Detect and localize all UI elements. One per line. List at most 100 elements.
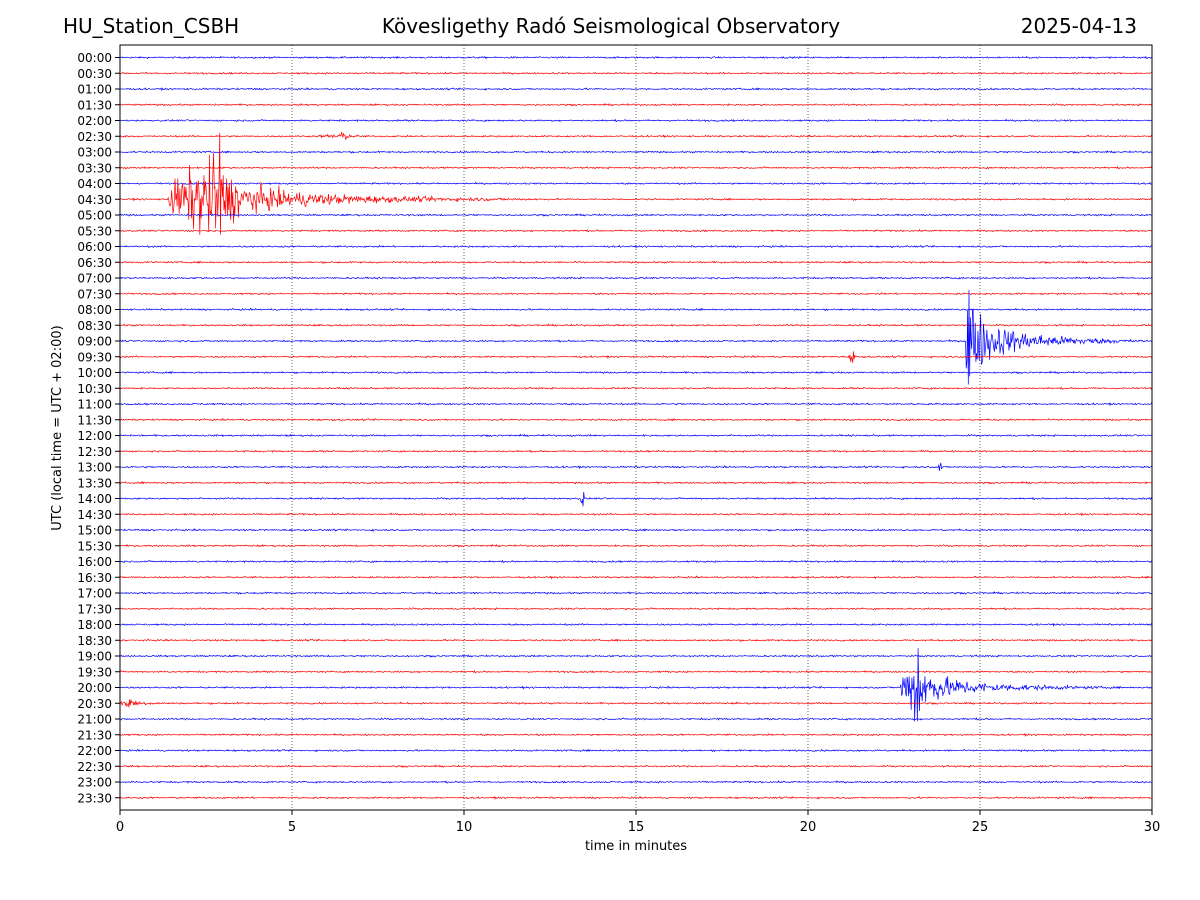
- trace-0500: [119, 213, 1153, 217]
- trace-2130: [119, 732, 1153, 737]
- y-tick-label: 17:00: [77, 587, 112, 601]
- y-tick-label: 00:30: [77, 67, 112, 81]
- x-tick-label: 25: [972, 820, 989, 835]
- trace-0000: [119, 55, 1153, 60]
- trace-0030: [119, 71, 1153, 75]
- trace-1430: [119, 512, 1153, 517]
- trace-1000: [119, 370, 1153, 375]
- seismogram-traces: [119, 55, 1153, 800]
- y-tick-label: 00:00: [77, 51, 112, 65]
- y-tick-label: 02:00: [77, 114, 112, 128]
- y-tick-label: 13:00: [77, 461, 112, 475]
- trace-2200: [119, 748, 1153, 753]
- trace-1200: [119, 433, 1153, 438]
- y-tick-label: 05:30: [77, 224, 112, 238]
- y-tick-label: 09:30: [77, 350, 112, 364]
- y-tick-label: 14:30: [77, 508, 112, 522]
- trace-1500: [119, 528, 1153, 532]
- y-tick-label: 22:00: [77, 744, 112, 758]
- trace-1800: [119, 622, 1153, 627]
- trace-0700: [119, 276, 1153, 280]
- y-tick-label: 15:30: [77, 539, 112, 553]
- y-tick-label: 23:00: [77, 776, 112, 790]
- trace-1300: [119, 462, 1153, 471]
- trace-2030: [119, 699, 1153, 708]
- trace-1700: [119, 591, 1153, 595]
- y-tick-label: 01:00: [77, 83, 112, 97]
- y-tick-label: 12:30: [77, 445, 112, 459]
- x-axis-label: time in minutes: [585, 839, 687, 854]
- trace-0200: [119, 118, 1153, 123]
- trace-1130: [119, 417, 1153, 422]
- y-tick-label: 18:00: [77, 618, 112, 632]
- y-tick-label: 21:00: [77, 713, 112, 727]
- trace-1230: [119, 449, 1153, 453]
- x-tick-label: 30: [1144, 820, 1161, 835]
- y-tick-label: 21:30: [77, 728, 112, 742]
- y-tick-label: 19:00: [77, 650, 112, 664]
- trace-1400: [119, 492, 1153, 507]
- chart-title: Kövesligethy Radó Seismological Observat…: [381, 14, 841, 38]
- trace-0100: [119, 87, 1153, 92]
- trace-0230: [119, 131, 1153, 140]
- y-tick-label: 23:30: [77, 791, 112, 805]
- y-tick-label: 12:00: [77, 429, 112, 443]
- y-tick-label: 10:00: [77, 366, 112, 380]
- trace-0130: [119, 102, 1153, 107]
- y-tick-label: 06:30: [77, 256, 112, 270]
- trace-1330: [119, 480, 1153, 485]
- trace-2000: [119, 648, 1153, 722]
- y-tick-label: 04:30: [77, 193, 112, 207]
- y-tick-label: 20:00: [77, 681, 112, 695]
- trace-0600: [119, 244, 1153, 249]
- trace-1530: [119, 543, 1153, 548]
- trace-0900: [119, 289, 1153, 385]
- y-tick-label: 07:00: [77, 272, 112, 286]
- y-tick-label: 16:00: [77, 555, 112, 569]
- trace-0730: [119, 291, 1153, 296]
- x-tick-label: 5: [288, 820, 296, 835]
- y-tick-label: 08:00: [77, 303, 112, 317]
- y-tick-label: 15:00: [77, 524, 112, 538]
- trace-2300: [119, 780, 1153, 784]
- y-tick-label: 11:30: [77, 413, 112, 427]
- y-tick-label: 03:30: [77, 161, 112, 175]
- trace-2330: [119, 795, 1153, 800]
- x-axis: 0 5 10 15 20 25 30: [116, 810, 1160, 835]
- trace-1930: [119, 669, 1153, 674]
- y-tick-label: 08:30: [77, 319, 112, 333]
- trace-0930: [119, 351, 1153, 363]
- y-tick-label: 17:30: [77, 602, 112, 616]
- y-tick-label: 03:00: [77, 146, 112, 160]
- y-tick-label: 20:30: [77, 697, 112, 711]
- trace-1830: [119, 638, 1153, 643]
- trace-1630: [119, 575, 1153, 580]
- trace-2100: [119, 717, 1153, 721]
- y-tick-label: 19:30: [77, 665, 112, 679]
- y-tick-label: 07:30: [77, 287, 112, 301]
- y-tick-label: 22:30: [77, 760, 112, 774]
- x-tick-label: 0: [116, 820, 124, 835]
- y-tick-label: 09:00: [77, 335, 112, 349]
- trace-0800: [119, 307, 1153, 312]
- y-tick-label: 11:00: [77, 398, 112, 412]
- y-axis-label: UTC (local time = UTC + 02:00): [50, 325, 65, 530]
- trace-2230: [119, 764, 1153, 768]
- x-tick-label: 10: [456, 820, 473, 835]
- y-tick-label: 18:30: [77, 634, 112, 648]
- y-tick-label: 01:30: [77, 98, 112, 112]
- trace-0530: [119, 228, 1153, 233]
- y-tick-label: 02:30: [77, 130, 112, 144]
- y-tick-label: 13:30: [77, 476, 112, 490]
- trace-1100: [119, 402, 1153, 407]
- station-name: HU_Station_CSBH: [63, 14, 240, 38]
- y-tick-label: 16:30: [77, 571, 112, 585]
- trace-1900: [119, 654, 1153, 658]
- y-tick-label: 05:00: [77, 209, 112, 223]
- trace-1600: [119, 559, 1153, 564]
- y-tick-label: 04:00: [77, 177, 112, 191]
- y-tick-label: 06:00: [77, 240, 112, 254]
- x-tick-label: 15: [628, 820, 645, 835]
- trace-1030: [119, 386, 1153, 390]
